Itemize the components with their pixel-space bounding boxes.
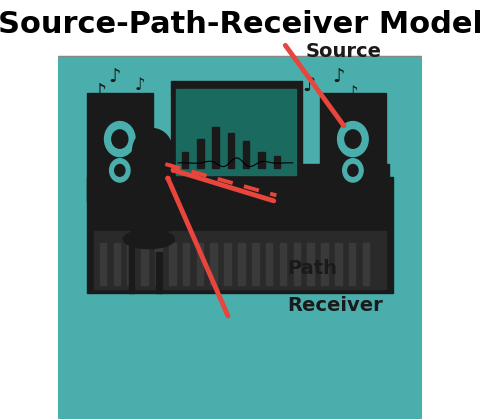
Bar [224, 175, 247, 187]
Bar [363, 243, 369, 285]
Bar [183, 243, 190, 285]
Bar [100, 243, 107, 285]
Bar [266, 243, 273, 285]
Circle shape [100, 116, 140, 162]
Circle shape [339, 155, 367, 186]
Bar [349, 243, 356, 285]
Bar [91, 164, 389, 189]
Circle shape [112, 130, 128, 148]
Bar [155, 243, 162, 285]
Text: Source-Path-Receiver Model: Source-Path-Receiver Model [0, 10, 480, 39]
Ellipse shape [123, 230, 174, 249]
Circle shape [345, 130, 361, 148]
Bar [182, 152, 188, 168]
Circle shape [337, 121, 368, 157]
Text: Source: Source [306, 42, 382, 61]
Text: ♪: ♪ [108, 67, 120, 86]
Bar [228, 133, 234, 168]
Bar [169, 243, 176, 285]
Bar [252, 243, 259, 285]
Text: ♪: ♪ [348, 84, 358, 102]
Bar [274, 156, 280, 168]
Bar [171, 81, 302, 181]
Text: Path: Path [288, 259, 337, 278]
Bar [243, 141, 250, 168]
Text: ♪: ♪ [134, 76, 145, 94]
Text: ♪: ♪ [332, 67, 345, 86]
Bar [197, 139, 204, 168]
Circle shape [106, 155, 133, 186]
Bar [129, 239, 134, 294]
Bar [280, 243, 286, 285]
Bar [212, 126, 219, 168]
Text: ♪: ♪ [318, 92, 330, 110]
Circle shape [343, 159, 363, 182]
Bar [131, 189, 140, 239]
Bar [141, 243, 148, 285]
Bar [320, 93, 386, 202]
Text: ♪: ♪ [93, 83, 107, 103]
Circle shape [132, 129, 173, 175]
Text: Receiver: Receiver [288, 297, 383, 315]
Bar [258, 152, 265, 168]
Bar [87, 93, 153, 202]
Bar [87, 177, 393, 294]
Circle shape [348, 165, 358, 176]
Bar [58, 55, 422, 419]
Bar [94, 231, 386, 289]
Bar [197, 243, 203, 285]
Circle shape [333, 116, 373, 162]
FancyBboxPatch shape [132, 166, 173, 231]
Text: ♪: ♪ [121, 92, 133, 110]
Bar [114, 243, 120, 285]
Bar [224, 243, 231, 285]
Bar [142, 191, 192, 202]
Bar [238, 243, 245, 285]
Bar [128, 243, 134, 285]
Text: ♪: ♪ [302, 75, 316, 95]
Bar [335, 243, 342, 285]
Bar [307, 243, 314, 285]
Bar [294, 243, 300, 285]
Bar [321, 243, 328, 285]
Bar [211, 243, 217, 285]
Circle shape [115, 165, 125, 176]
Bar [176, 89, 297, 175]
Bar [156, 252, 162, 294]
Circle shape [105, 121, 135, 157]
Circle shape [109, 159, 130, 182]
